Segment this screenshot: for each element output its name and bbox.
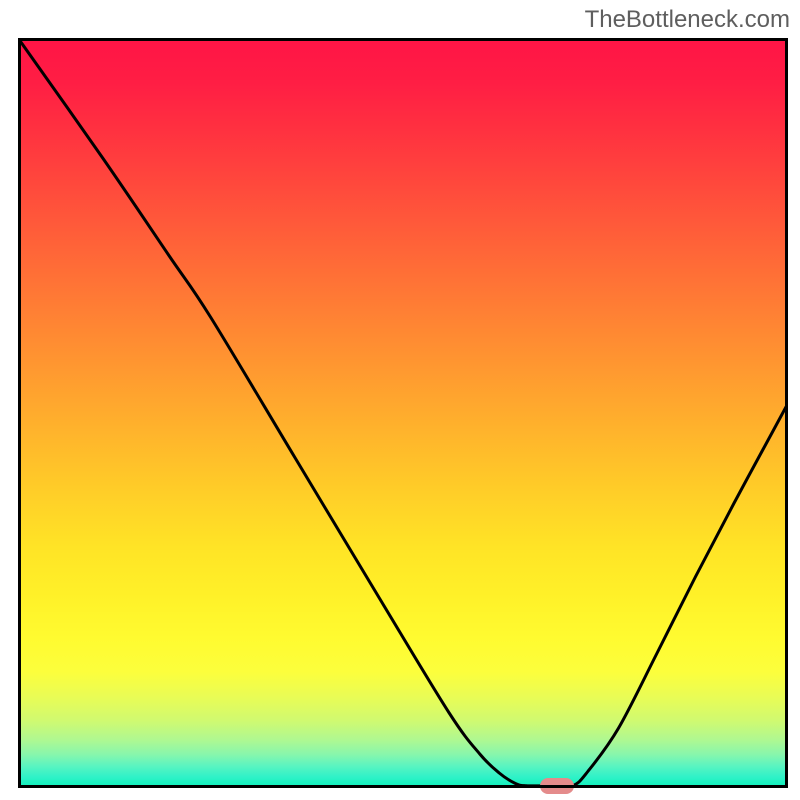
plot-area xyxy=(18,38,788,788)
curve-line xyxy=(18,38,788,788)
min-marker xyxy=(540,778,574,794)
chart-container: TheBottleneck.com xyxy=(0,0,800,800)
watermark-text: TheBottleneck.com xyxy=(585,6,790,34)
